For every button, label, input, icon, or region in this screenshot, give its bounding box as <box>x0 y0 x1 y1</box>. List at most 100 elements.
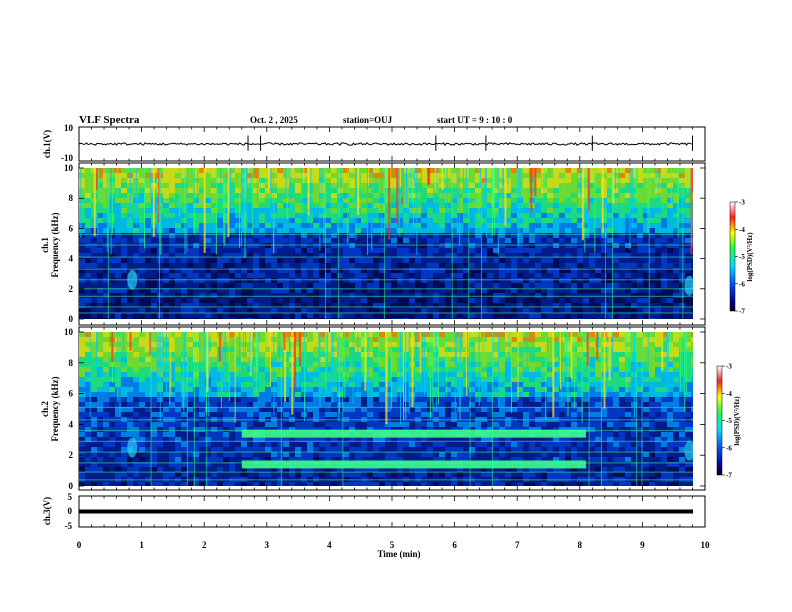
spectrogram-cell <box>229 427 235 432</box>
spectrogram-cell <box>175 218 181 223</box>
spectrogram-cell <box>631 218 637 223</box>
spectrogram-cell <box>589 253 595 258</box>
spectrogram-cell <box>85 223 91 228</box>
spectrogram-cell <box>595 188 601 193</box>
spectrogram-cell <box>487 173 493 178</box>
spectrogram-cell <box>355 313 361 318</box>
spectrogram-cell <box>289 258 295 263</box>
spectrogram-cell <box>409 258 415 263</box>
spectrogram-cell <box>499 178 505 183</box>
spectrogram-cell <box>79 303 85 308</box>
spectrogram-cell <box>217 308 223 313</box>
spectrogram-cell <box>565 273 571 278</box>
spectrogram-cell <box>109 387 115 392</box>
spectrogram-cell <box>331 382 337 387</box>
spectrogram-streak <box>594 168 596 253</box>
spectrogram-cell <box>139 392 145 397</box>
spectrogram-cell <box>595 233 601 238</box>
spectrogram-cell <box>121 362 127 367</box>
spectrogram-cell <box>457 288 463 293</box>
spectrogram-cell <box>253 457 259 462</box>
ch1-ytick-top: 10 <box>64 123 74 133</box>
spectrogram-cell <box>559 313 565 318</box>
spectrogram-cell <box>403 258 409 263</box>
spectrogram-cell <box>691 303 693 308</box>
spectrogram-cell <box>139 248 145 253</box>
spectrogram-cell <box>139 283 145 288</box>
spectrogram-cell <box>157 283 163 288</box>
spectrogram-cell <box>613 273 619 278</box>
spectrogram-cell <box>475 308 481 313</box>
spectrogram-cell <box>451 233 457 238</box>
spectrogram-cell <box>475 253 481 258</box>
spectrogram-cell <box>307 218 313 223</box>
spectrogram-cell <box>331 208 337 213</box>
spectrogram-cell <box>283 303 289 308</box>
spectrogram-cell <box>103 432 109 437</box>
spectrogram-cell <box>283 412 289 417</box>
spectrogram-cell <box>229 303 235 308</box>
spectrogram-cell <box>139 293 145 298</box>
spectrogram-streak <box>682 168 684 319</box>
spectrogram-cell <box>169 168 175 173</box>
spectrogram-cell <box>367 278 373 283</box>
spectrogram-cell <box>451 208 457 213</box>
spectrogram-cell <box>331 188 337 193</box>
spectrogram-streak <box>577 168 579 205</box>
spectrogram-cell <box>553 208 559 213</box>
spectrogram-cell <box>481 238 487 243</box>
spectrogram-cell <box>295 482 301 486</box>
spectrogram-cell <box>571 258 577 263</box>
spectrogram-cell <box>313 437 319 442</box>
spectrogram-cell <box>457 253 463 258</box>
spectrogram-cell <box>133 313 139 318</box>
spectrogram-cell <box>289 253 295 258</box>
spectrogram-cell <box>355 318 361 319</box>
spectrogram-cell <box>637 233 643 238</box>
spectrogram-cell <box>553 263 559 268</box>
spectrogram-cell <box>421 303 427 308</box>
spectrogram-cell <box>265 298 271 303</box>
spectrogram-cell <box>691 313 693 318</box>
spectrogram-cell <box>163 392 169 397</box>
spectrogram-cell <box>241 427 247 432</box>
spectrogram-cell <box>337 278 343 283</box>
spectrogram-cell <box>259 183 265 188</box>
spectrogram-cell <box>211 367 217 372</box>
spectrogram-cell <box>103 208 109 213</box>
spectrogram-cell <box>217 427 223 432</box>
spectrogram-cell <box>535 313 541 318</box>
spectrogram-cell <box>139 372 145 377</box>
spectrogram-cell <box>451 288 457 293</box>
spectrogram-cell <box>457 263 463 268</box>
spectrogram-cell <box>85 273 91 278</box>
date-label: Oct. 2 , 2025 <box>250 115 298 125</box>
spectrogram-cell <box>235 377 241 382</box>
spectrogram-cell <box>463 258 469 263</box>
spectrogram-cell <box>565 318 571 319</box>
spectrogram-cell <box>295 178 301 183</box>
spectrogram-cell <box>565 178 571 183</box>
spectrogram-cell <box>319 332 325 337</box>
spectrogram-cell <box>241 283 247 288</box>
spectrogram-cell <box>115 472 121 477</box>
spectrogram-cell <box>373 293 379 298</box>
spectrogram-cell <box>385 183 391 188</box>
spectrogram-cell <box>397 303 403 308</box>
spectrogram-cell <box>685 308 691 313</box>
spectrogram-cell <box>673 188 679 193</box>
spectrogram-cell <box>79 198 85 203</box>
spectrogram-cell <box>241 253 247 258</box>
spectrogram-streak <box>367 168 369 187</box>
spectrogram-cell <box>673 273 679 278</box>
spectrogram-cell <box>469 213 475 218</box>
spectrogram-cell <box>175 173 181 178</box>
spectrogram-cell <box>139 278 145 283</box>
spectrogram-cell <box>127 357 133 362</box>
spectrogram-cell <box>565 208 571 213</box>
spectrogram-streak <box>241 168 243 228</box>
spectrogram-cell <box>151 288 157 293</box>
spectrogram-cell <box>319 208 325 213</box>
spectrogram-cell <box>511 248 517 253</box>
